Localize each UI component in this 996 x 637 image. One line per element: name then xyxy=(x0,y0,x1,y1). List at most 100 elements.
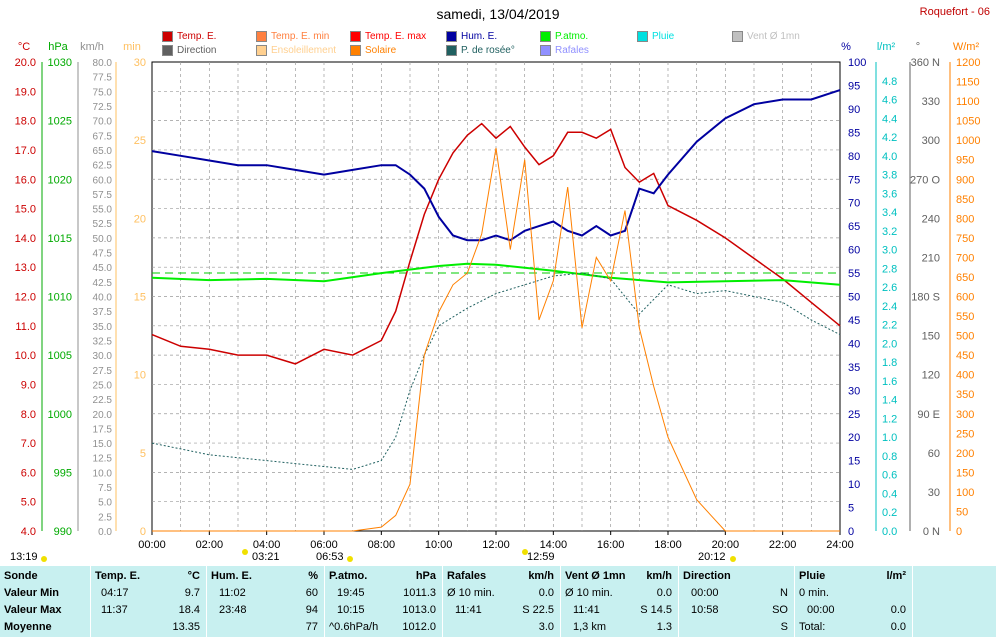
axis-tick-solar: 800 xyxy=(956,213,974,225)
stats-cell: 3.0 xyxy=(538,621,554,633)
x-tick-label: 24:00 xyxy=(826,539,854,551)
axis-tick-temp: 13.0 xyxy=(15,262,36,274)
time-marker-dot xyxy=(522,549,528,555)
axis-tick-wind: 47.5 xyxy=(93,249,113,260)
axis-tick-temp: 7.0 xyxy=(21,438,36,450)
legend-item: Temp. E. xyxy=(162,31,216,42)
axis-tick-wind: 67.5 xyxy=(93,131,113,142)
axis-tick-rain: 0.4 xyxy=(882,488,897,500)
axis-tick-hum: 20 xyxy=(848,432,860,444)
stats-row-label: Moyenne xyxy=(4,621,52,633)
axis-tick-hum: 85 xyxy=(848,127,860,139)
axis-tick-direction: 210 xyxy=(922,252,940,264)
stats-col-temp: Temp. E. °C 04:17 9.7 11:37 18.4 13.35 xyxy=(90,566,206,637)
axis-tick-sun: 10 xyxy=(134,370,146,382)
legend-label: Ensoleillement xyxy=(271,45,337,56)
stats-cell: 23:48 xyxy=(219,604,247,616)
stats-cell: S 14.5 xyxy=(640,604,672,616)
stats-header-pluie: Pluie xyxy=(799,570,826,582)
stats-col-vent: Vent Ø 1mn km/h Ø 10 min. 0.0 11:41 S 14.5 … xyxy=(560,566,678,637)
time-marker-dot xyxy=(242,549,248,555)
legend-swatch xyxy=(162,31,173,42)
axis-tick-rain: 4.2 xyxy=(882,132,897,144)
axis-tick-temp: 4.0 xyxy=(21,526,36,538)
axis-tick-temp: 11.0 xyxy=(15,321,36,333)
axis-tick-wind: 5.0 xyxy=(98,498,112,509)
axis-unit-temp: °C xyxy=(18,41,30,53)
axis-tick-wind: 50.0 xyxy=(93,234,113,245)
legend-item: Pluie xyxy=(637,31,674,42)
stats-cell: SO xyxy=(772,604,788,616)
axis-tick-solar: 650 xyxy=(956,272,974,284)
axis-tick-rain: 2.2 xyxy=(882,320,897,332)
axis-tick-solar: 500 xyxy=(956,331,974,343)
time-marker-moonset: 03:21 xyxy=(252,551,280,563)
axis-tick-rain: 1.6 xyxy=(882,376,897,388)
stats-unit-hum: % xyxy=(308,570,318,582)
axis-tick-wind: 32.5 xyxy=(93,336,113,347)
legend-label: Temp. E. max xyxy=(365,31,427,42)
stats-col-direction: Direction 00:00 N 10:58 SO S xyxy=(678,566,794,637)
x-tick-label: 06:00 xyxy=(310,539,338,551)
axis-tick-direction: 300 xyxy=(922,135,940,147)
stats-header-patmo: P.atmo. xyxy=(329,570,368,582)
axis-tick-rain: 4.8 xyxy=(882,76,897,88)
stats-cell: 0.0 xyxy=(538,587,554,599)
axis-tick-wind: 27.5 xyxy=(93,366,113,377)
axis-tick-wind: 25.0 xyxy=(93,380,113,391)
axis-tick-rain: 4.0 xyxy=(882,151,897,163)
axis-unit-rain: l/m² xyxy=(877,41,896,53)
axis-tick-solar: 100 xyxy=(956,487,974,499)
axis-tick-sun: 20 xyxy=(134,213,146,225)
axis-tick-temp: 14.0 xyxy=(15,233,36,245)
axis-tick-solar: 1200 xyxy=(956,57,980,69)
series-line-p-atmo xyxy=(151,262,841,286)
time-marker-sunrise: 06:53 xyxy=(316,551,344,563)
legend-item: Rafales xyxy=(540,45,589,56)
x-tick-label: 12:00 xyxy=(482,539,510,551)
axis-tick-sun: 0 xyxy=(140,526,146,538)
axis-tick-solar: 0 xyxy=(956,526,962,538)
axis-tick-wind: 55.0 xyxy=(93,205,113,216)
axis-tick-direction: 240 xyxy=(922,213,940,225)
axis-tick-rain: 3.6 xyxy=(882,188,897,200)
legend-swatch xyxy=(637,31,648,42)
axis-tick-solar: 1100 xyxy=(956,96,980,108)
axis-tick-wind: 35.0 xyxy=(93,322,113,333)
axis-tick-pressure: 1000 xyxy=(48,409,72,421)
axis-tick-direction: 330 xyxy=(922,96,940,108)
axis-tick-direction: 270 O xyxy=(910,174,940,186)
axis-tick-temp: 6.0 xyxy=(21,467,36,479)
axis-tick-wind: 40.0 xyxy=(93,293,113,304)
axis-tick-solar: 300 xyxy=(956,409,974,421)
stats-cell: 04:17 xyxy=(101,587,129,599)
axis-tick-pressure: 1005 xyxy=(48,350,72,362)
x-tick-label: 10:00 xyxy=(425,539,453,551)
axis-unit-solar: W/m² xyxy=(953,41,980,53)
axis-tick-solar: 900 xyxy=(956,174,974,186)
axis-tick-temp: 5.0 xyxy=(21,497,36,509)
stats-col-hum: Hum. E.% 11:02 60 23:48 94 77 xyxy=(206,566,324,637)
axis-tick-hum: 100 xyxy=(848,57,866,69)
time-marker-left: 13:19 xyxy=(10,551,38,563)
axis-tick-wind: 77.5 xyxy=(93,73,113,84)
legend-item: P.atmo. xyxy=(540,31,588,42)
stats-cell: N xyxy=(780,587,788,599)
axis-tick-temp: 18.0 xyxy=(15,116,36,128)
series-line-hum-e xyxy=(151,89,841,242)
axis-tick-wind: 80.0 xyxy=(93,58,113,69)
axis-tick-rain: 4.6 xyxy=(882,95,897,107)
stats-row-label: Valeur Max xyxy=(4,604,62,616)
x-tick-label: 08:00 xyxy=(368,539,396,551)
axis-tick-wind: 17.5 xyxy=(93,424,113,435)
axis-tick-wind: 22.5 xyxy=(93,395,113,406)
stats-cell: 00:00 xyxy=(807,604,835,616)
axis-unit-pressure: hPa xyxy=(48,41,68,53)
axis-tick-temp: 17.0 xyxy=(15,145,36,157)
axis-tick-rain: 2.8 xyxy=(882,263,897,275)
legend-swatch xyxy=(732,31,743,42)
stats-unit-temp: °C xyxy=(187,570,200,582)
axis-tick-rain: 0.0 xyxy=(882,526,897,538)
axis-tick-pressure: 1010 xyxy=(48,292,72,304)
stats-unit-pluie: l/m² xyxy=(886,570,906,582)
